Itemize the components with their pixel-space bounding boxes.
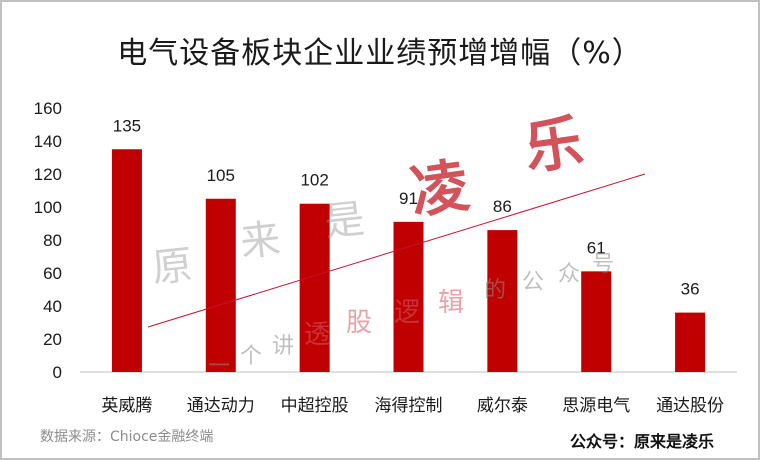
x-tick-label: 通达动力 <box>187 396 255 416</box>
data-source-note: 数据来源：Chioce金融终端 <box>40 429 214 445</box>
y-tick-label: 60 <box>43 264 62 283</box>
x-tick-label: 英威腾 <box>101 396 152 416</box>
y-tick-label: 160 <box>34 99 62 118</box>
x-axis-labels: 英威腾 通达动力 中超控股 海得控制 威尔泰 思源电气 通达股份 <box>101 396 724 416</box>
data-label: 102 <box>300 171 328 190</box>
y-tick-label: 0 <box>53 363 62 382</box>
bar-series <box>111 149 706 372</box>
y-tick-label: 40 <box>43 297 62 316</box>
y-tick-label: 80 <box>43 231 62 250</box>
bar <box>205 198 236 372</box>
data-label: 105 <box>207 166 235 185</box>
x-tick-label: 海得控制 <box>375 396 443 416</box>
chart-title: 电气设备板块企业业绩预增增幅（%） <box>117 36 643 71</box>
y-tick-label: 20 <box>43 330 62 349</box>
data-label: 86 <box>493 197 512 216</box>
bar <box>111 149 142 372</box>
y-tick-label: 140 <box>34 132 62 151</box>
brand-label: 公众号：原来是凌乐 <box>569 432 714 451</box>
data-labels: 135 105 102 91 86 61 36 <box>113 116 700 298</box>
bar <box>393 221 424 372</box>
y-axis: 0 20 40 60 80 100 120 140 160 <box>34 99 62 382</box>
data-label: 91 <box>399 189 418 208</box>
y-tick-label: 100 <box>34 198 62 217</box>
bar <box>675 312 706 372</box>
y-tick-label: 120 <box>34 165 62 184</box>
bar <box>581 271 612 372</box>
data-label: 36 <box>681 280 700 299</box>
bar <box>299 203 330 372</box>
x-tick-label: 通达股份 <box>656 396 724 416</box>
trend-line <box>147 173 646 328</box>
x-tick-label: 思源电气 <box>562 396 630 416</box>
x-tick-label: 威尔泰 <box>477 396 528 416</box>
data-label: 135 <box>113 116 141 135</box>
x-tick-label: 中超控股 <box>281 396 349 416</box>
data-label: 61 <box>587 238 606 257</box>
bar <box>487 230 518 372</box>
